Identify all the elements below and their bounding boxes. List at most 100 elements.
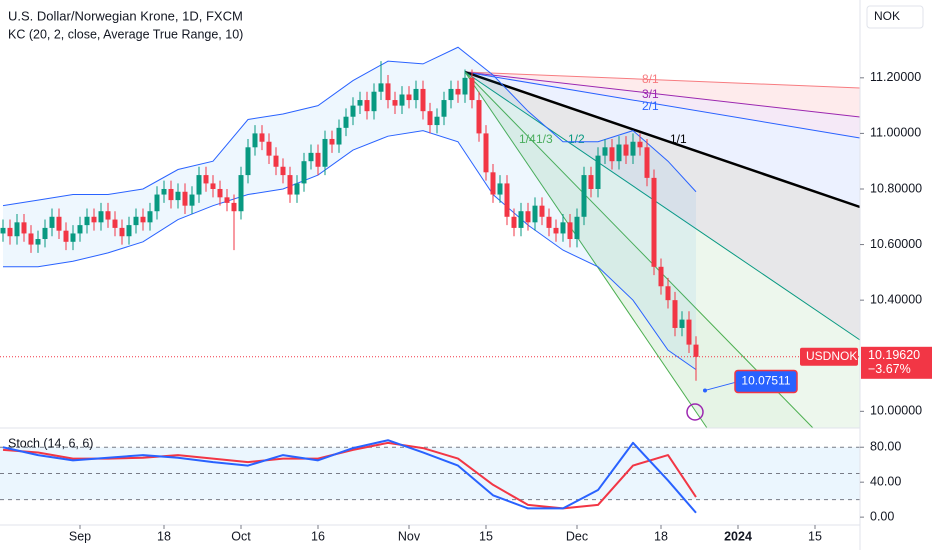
candle-body — [7, 227, 13, 237]
candle-body — [357, 100, 363, 106]
candle-body — [595, 155, 601, 189]
change: −3.67% — [868, 362, 911, 376]
candle-body — [392, 100, 398, 106]
fan-line — [464, 71, 861, 118]
candle-body — [686, 319, 692, 345]
candle-body — [238, 175, 244, 212]
candle-body — [385, 83, 391, 101]
stoch-label: Stoch (14, 6, 6) — [8, 436, 93, 450]
candle-body — [644, 147, 650, 178]
candle-body — [581, 175, 587, 217]
candle-body — [308, 152, 314, 162]
gann-fan: 8/1 3/1 2/1 1/1 1/2 1/3 1/4 — [464, 70, 861, 429]
stoch-tick-label: 0.00 — [870, 509, 894, 523]
candle-body — [364, 100, 370, 112]
marker-label: 10.07511 — [741, 374, 790, 388]
y-tick-label: 11.00000 — [870, 126, 921, 140]
candle-body — [448, 88, 454, 101]
candle-body — [637, 141, 643, 148]
candle-body — [658, 266, 664, 287]
candle-body — [434, 116, 440, 126]
fan-label: 8/1 — [642, 72, 659, 86]
x-tick-label: Dec — [566, 529, 588, 543]
candle-body — [28, 233, 34, 245]
x-tick-label: Sep — [69, 529, 91, 543]
fan-label: 1/4 — [519, 132, 536, 146]
candle-body — [651, 177, 657, 267]
price-box — [861, 346, 932, 379]
candle-body — [553, 227, 559, 234]
stochastic — [0, 439, 860, 514]
fan-label: 2/1 — [642, 99, 659, 113]
candle-body — [217, 188, 223, 198]
candle-body — [35, 239, 41, 245]
candle-body — [665, 286, 671, 301]
candle-body — [441, 100, 447, 117]
candle-body — [462, 77, 468, 95]
candle-body — [623, 144, 629, 156]
candle-body — [546, 216, 552, 228]
candle-body — [315, 152, 321, 167]
candle-body — [287, 175, 293, 195]
symbol-label: USDNOK — [806, 349, 857, 363]
candle-body — [21, 222, 27, 234]
candle-body — [399, 94, 405, 106]
y-tick-label: 10.40000 — [870, 292, 922, 306]
keltner-channel — [2, 46, 697, 371]
candle-body — [91, 216, 97, 223]
x-tick-label: 16 — [311, 529, 325, 543]
candle-body — [273, 155, 279, 167]
fan-label: 1/1 — [670, 132, 687, 146]
candle-body — [77, 225, 83, 234]
fan-line — [464, 71, 861, 89]
candle-body — [616, 144, 622, 162]
stoch-tick-label: 80.00 — [870, 440, 901, 454]
candle-body — [301, 161, 307, 184]
candle-body — [231, 202, 237, 212]
candle-body — [84, 216, 90, 226]
currency[interactable]: NOK — [874, 9, 900, 23]
candle-body — [175, 191, 181, 201]
candle-body — [504, 183, 510, 217]
candle-body — [252, 133, 258, 148]
candle-body — [280, 166, 286, 176]
fan-fill — [465, 72, 860, 428]
fan-label: 1/3 — [536, 132, 553, 146]
candle-body — [609, 147, 615, 162]
kc-lower — [3, 130, 697, 371]
currency-box[interactable] — [866, 5, 924, 29]
candles — [0, 61, 699, 381]
candle-body — [0, 227, 6, 234]
candle-body — [511, 216, 517, 228]
candle-body — [427, 111, 433, 126]
candle-body — [133, 216, 139, 226]
candle-body — [483, 133, 489, 173]
candle-body — [455, 88, 461, 95]
last-price: 10.19620 — [868, 348, 920, 362]
candle-body — [336, 127, 342, 145]
fan-label: 3/1 — [642, 87, 659, 101]
fan-line — [464, 71, 814, 429]
candle-body — [371, 91, 377, 112]
stoch-k — [2, 439, 697, 514]
fan-line — [464, 70, 861, 209]
x-tick-label: 18 — [654, 529, 668, 543]
stoch-d — [2, 441, 697, 510]
candle-body — [378, 83, 384, 92]
candle-body — [322, 138, 328, 167]
candle-body — [420, 88, 426, 112]
marker-line — [704, 381, 736, 391]
x-tick-label: Nov — [398, 529, 421, 543]
candle-body — [56, 216, 62, 231]
candle-body — [672, 300, 678, 328]
candle-body — [168, 188, 174, 201]
x-tick-label: 15 — [479, 529, 493, 543]
candle-body — [350, 105, 356, 117]
candle-body — [329, 138, 335, 145]
stoch-tick-label: 40.00 — [870, 474, 901, 488]
x-tick-label: 18 — [157, 529, 171, 543]
candle-body — [182, 191, 188, 206]
candle-body — [406, 94, 412, 101]
candle-body — [469, 77, 475, 101]
